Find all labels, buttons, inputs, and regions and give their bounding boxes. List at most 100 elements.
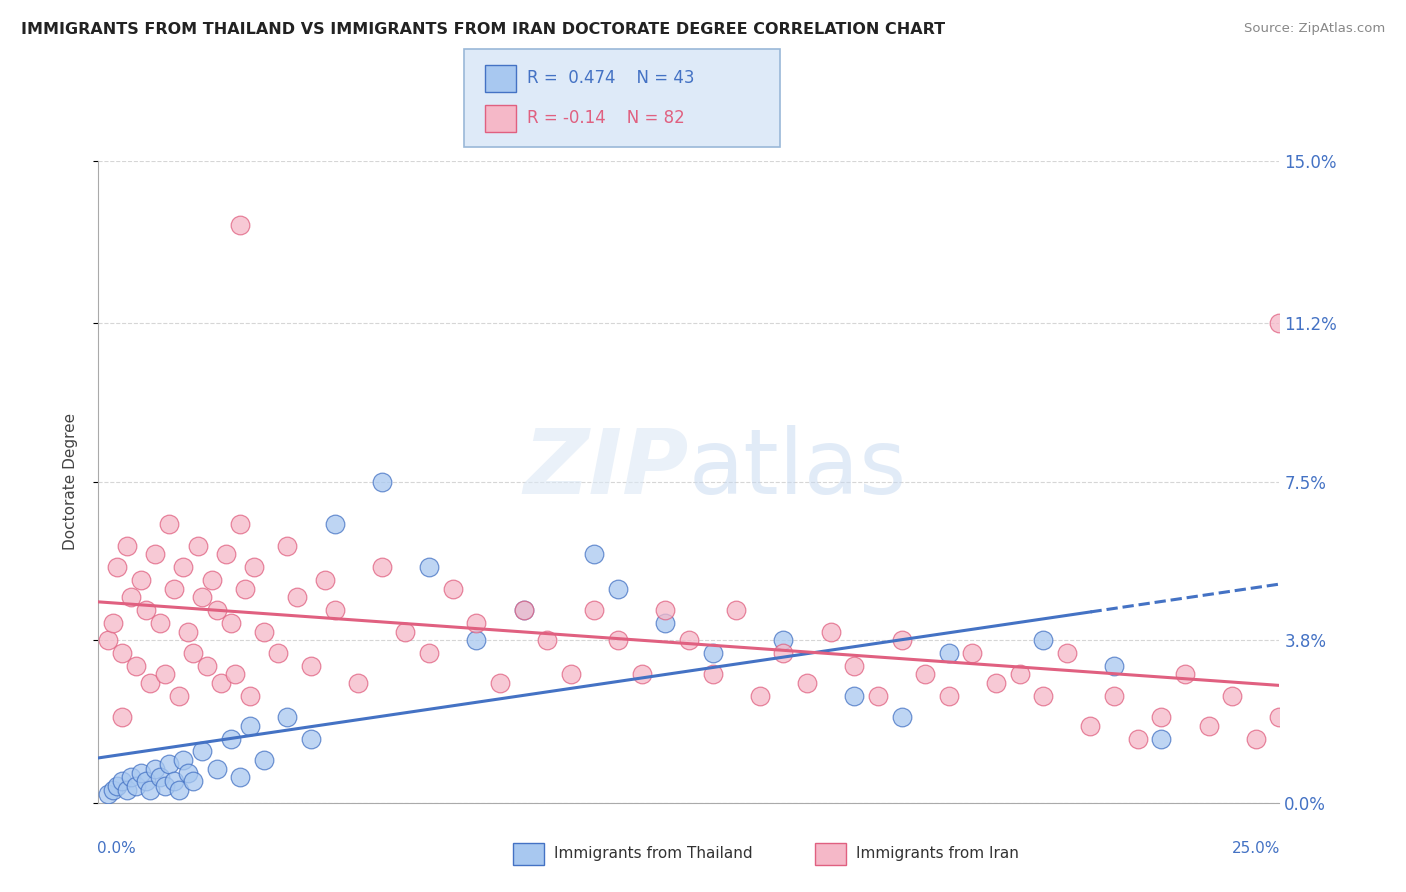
Point [418,560,440,574]
Point [512,603,534,617]
Text: atlas: atlas [689,425,907,513]
Point [1032,633,1054,648]
Point [243,560,266,574]
Text: Immigrants from Iran: Immigrants from Iran [856,847,1019,861]
Point [654,615,676,630]
Point [205,603,228,617]
Point [181,646,204,660]
Point [285,591,308,605]
Point [371,560,394,574]
Point [583,548,606,562]
Point [101,615,124,630]
Point [201,573,224,587]
Point [139,676,162,690]
Point [233,582,256,596]
Point [938,689,960,703]
Point [1198,719,1220,733]
Point [143,548,166,562]
Point [607,633,630,648]
Point [772,646,794,660]
Point [844,658,866,673]
Point [205,762,228,776]
Point [181,774,204,789]
Text: Immigrants from Thailand: Immigrants from Thailand [554,847,752,861]
Point [111,710,134,724]
Point [111,774,134,789]
Point [129,573,152,587]
Point [890,633,912,648]
Point [167,689,190,703]
Point [314,573,336,587]
Point [796,676,818,690]
Point [215,548,238,562]
Point [607,582,630,596]
Point [97,787,120,801]
Point [1032,689,1054,703]
Point [276,710,298,724]
Point [1268,710,1291,724]
Text: 25.0%: 25.0% [1232,841,1281,856]
Point [239,689,262,703]
Point [219,615,242,630]
Point [418,646,440,660]
Point [489,676,512,690]
Point [105,779,128,793]
Point [191,591,214,605]
Point [172,560,194,574]
Point [153,779,176,793]
Point [167,783,190,797]
Point [143,762,166,776]
Point [465,633,488,648]
Y-axis label: Doctorate Degree: Doctorate Degree [63,413,77,550]
Point [1008,667,1031,681]
Point [1150,710,1173,724]
Point [105,560,128,574]
Text: R =  0.474    N = 43: R = 0.474 N = 43 [527,69,695,87]
Text: IMMIGRANTS FROM THAILAND VS IMMIGRANTS FROM IRAN DOCTORATE DEGREE CORRELATION CH: IMMIGRANTS FROM THAILAND VS IMMIGRANTS F… [21,22,945,37]
Point [394,624,416,639]
Point [115,783,138,797]
Point [748,689,770,703]
Point [347,676,370,690]
Point [465,615,488,630]
Point [441,582,464,596]
Point [583,603,606,617]
Point [267,646,290,660]
Point [560,667,582,681]
Point [1056,646,1078,660]
Point [1150,731,1173,746]
Point [209,676,232,690]
Text: R = -0.14    N = 82: R = -0.14 N = 82 [527,109,685,127]
Point [914,667,936,681]
Point [630,667,652,681]
Point [97,633,120,648]
Point [121,591,143,605]
Point [276,539,298,553]
Point [772,633,794,648]
Point [1102,689,1125,703]
Point [371,475,394,489]
Point [195,658,218,673]
Point [1268,316,1291,330]
Point [678,633,700,648]
Point [299,658,322,673]
Point [229,218,252,232]
Point [191,744,214,758]
Text: 0.0%: 0.0% [97,841,136,856]
Point [299,731,322,746]
Point [239,719,262,733]
Point [219,731,242,746]
Text: Source: ZipAtlas.com: Source: ZipAtlas.com [1244,22,1385,36]
Text: ZIP: ZIP [523,425,689,513]
Point [323,603,346,617]
Point [187,539,209,553]
Point [1174,667,1197,681]
Point [702,667,724,681]
Point [129,765,152,780]
Point [1102,658,1125,673]
Point [121,770,143,784]
Point [890,710,912,724]
Point [1244,731,1267,746]
Point [163,774,186,789]
Point [962,646,984,660]
